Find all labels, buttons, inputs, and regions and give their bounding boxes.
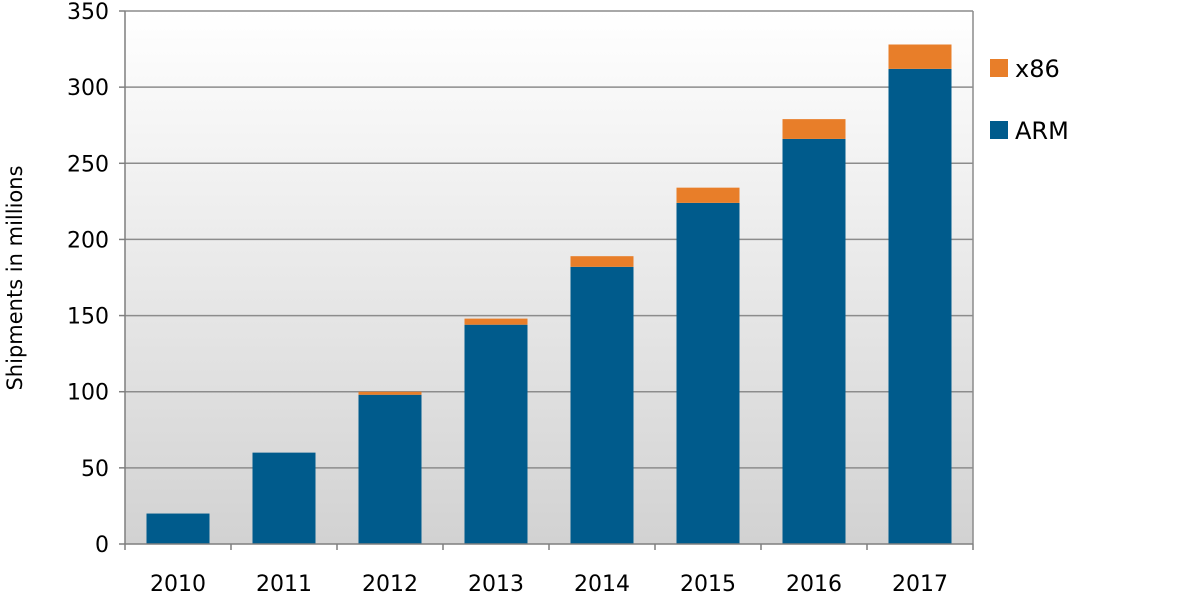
bar-arm-2016 bbox=[782, 138, 846, 545]
legend-label-arm: ARM bbox=[1015, 117, 1069, 145]
y-tick-label: 300 bbox=[67, 76, 109, 101]
x-tick-label: 2013 bbox=[468, 572, 524, 597]
gridlines bbox=[125, 10, 973, 469]
bar-x86-2015 bbox=[676, 187, 740, 203]
axes bbox=[119, 10, 974, 550]
y-tick-label: 100 bbox=[67, 381, 109, 406]
y-tick-label: 350 bbox=[67, 0, 109, 25]
plot-area-background bbox=[125, 11, 973, 544]
bar-arm-2010 bbox=[146, 513, 210, 544]
x-tick-label: 2010 bbox=[150, 572, 206, 597]
bar-arm-2014 bbox=[570, 266, 634, 544]
bar-x86-2013 bbox=[464, 318, 528, 325]
bar-arm-2012 bbox=[358, 394, 422, 544]
bar-x86-2017 bbox=[888, 44, 952, 69]
x-tick-label: 2015 bbox=[680, 572, 736, 597]
x-tick-label: 2016 bbox=[786, 572, 842, 597]
legend-swatch-arm bbox=[990, 121, 1008, 139]
bar-x86-2012 bbox=[358, 391, 422, 395]
y-tick-label: 150 bbox=[67, 305, 109, 330]
y-tick-label: 200 bbox=[67, 228, 109, 253]
bars bbox=[146, 44, 952, 545]
y-tick-label: 250 bbox=[67, 152, 109, 177]
x-tick-label: 2012 bbox=[362, 572, 418, 597]
bar-arm-2011 bbox=[252, 452, 316, 544]
tick-labels: 0 50 100 150 200 250 300 350 2010 2011 2012 2013 201… bbox=[67, 0, 948, 597]
y-axis-title: Shipments in millions bbox=[3, 165, 27, 390]
bar-x86-2014 bbox=[570, 256, 634, 267]
legend-swatch-x86 bbox=[990, 59, 1008, 77]
bar-x86-2016 bbox=[782, 119, 846, 139]
x-tick-label: 2011 bbox=[256, 572, 312, 597]
x-tick-label: 2014 bbox=[574, 572, 630, 597]
legend-label-x86: x86 bbox=[1015, 55, 1060, 83]
legend: x86 ARM bbox=[990, 55, 1069, 145]
y-tick-label: 0 bbox=[95, 533, 109, 558]
bar-arm-2015 bbox=[676, 202, 740, 544]
y-tick-label: 50 bbox=[81, 457, 109, 482]
bar-arm-2017 bbox=[888, 68, 952, 545]
bar-arm-2013 bbox=[464, 324, 528, 544]
x-tick-label: 2017 bbox=[892, 572, 948, 597]
